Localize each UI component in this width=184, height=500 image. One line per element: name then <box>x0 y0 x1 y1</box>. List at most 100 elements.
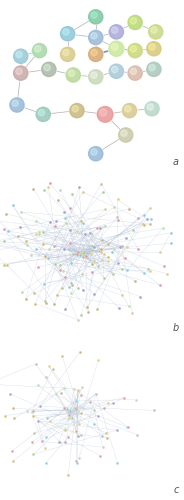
Point <box>47 182 50 190</box>
Point <box>25 406 28 414</box>
Point <box>96 262 99 270</box>
Point <box>61 352 63 360</box>
Circle shape <box>121 130 127 136</box>
Point <box>141 220 144 228</box>
Circle shape <box>130 46 137 52</box>
Point <box>99 248 102 256</box>
Circle shape <box>16 52 22 58</box>
Circle shape <box>88 10 103 24</box>
Point <box>21 288 24 296</box>
Point <box>46 254 49 262</box>
Point <box>110 248 113 256</box>
Point <box>30 408 33 416</box>
Point <box>53 300 56 308</box>
Point <box>70 260 73 268</box>
Point <box>80 392 83 400</box>
Point <box>91 260 93 268</box>
Circle shape <box>128 66 142 80</box>
Circle shape <box>109 24 124 40</box>
Point <box>74 404 77 412</box>
Circle shape <box>97 106 113 122</box>
Point <box>82 253 84 261</box>
Circle shape <box>70 103 84 118</box>
Point <box>34 360 37 368</box>
Point <box>54 390 57 398</box>
Point <box>102 404 105 412</box>
Point <box>35 246 38 254</box>
Circle shape <box>146 62 161 77</box>
Point <box>104 428 107 436</box>
Point <box>78 183 81 191</box>
Point <box>149 214 152 222</box>
Point <box>63 426 66 434</box>
Point <box>34 300 37 308</box>
Point <box>80 311 83 319</box>
Point <box>77 387 79 395</box>
Circle shape <box>125 106 131 112</box>
Point <box>88 398 91 406</box>
Circle shape <box>35 46 41 52</box>
Point <box>90 246 93 254</box>
Point <box>38 230 41 238</box>
Point <box>45 414 48 422</box>
Point <box>25 241 28 249</box>
Point <box>69 407 72 415</box>
Point <box>106 258 109 266</box>
Point <box>24 238 27 246</box>
Point <box>139 292 142 300</box>
Point <box>84 252 87 260</box>
Point <box>122 394 125 402</box>
Point <box>126 422 129 430</box>
Circle shape <box>66 68 81 82</box>
Point <box>153 406 156 414</box>
Point <box>94 390 97 398</box>
Point <box>75 457 78 465</box>
Point <box>106 240 109 248</box>
Point <box>68 414 70 422</box>
Point <box>132 226 135 234</box>
Point <box>115 426 118 434</box>
Point <box>44 252 47 260</box>
Point <box>77 420 80 428</box>
Circle shape <box>144 102 160 116</box>
Point <box>13 414 16 422</box>
Point <box>74 405 77 413</box>
Point <box>101 443 104 451</box>
Circle shape <box>42 62 56 76</box>
Point <box>93 243 96 251</box>
Point <box>62 244 65 252</box>
Circle shape <box>147 42 161 56</box>
Circle shape <box>149 64 155 71</box>
Point <box>112 204 115 212</box>
Circle shape <box>91 12 97 18</box>
Point <box>77 432 80 440</box>
Circle shape <box>128 16 142 30</box>
Point <box>44 444 47 452</box>
Point <box>31 438 34 446</box>
Point <box>49 418 52 426</box>
Point <box>81 286 84 294</box>
Point <box>107 399 110 407</box>
Point <box>148 220 151 228</box>
Circle shape <box>36 107 51 122</box>
Point <box>79 430 82 438</box>
Point <box>100 256 103 264</box>
Point <box>29 251 32 259</box>
Point <box>102 250 105 258</box>
Circle shape <box>149 24 163 39</box>
Circle shape <box>128 15 143 30</box>
Point <box>116 458 119 466</box>
Point <box>78 248 81 256</box>
Point <box>71 414 74 422</box>
Point <box>121 291 123 299</box>
Point <box>55 291 58 299</box>
Circle shape <box>109 24 123 39</box>
Point <box>41 240 44 248</box>
Circle shape <box>122 104 137 118</box>
Point <box>45 458 48 466</box>
Point <box>70 190 73 198</box>
Point <box>75 250 78 258</box>
Point <box>11 202 14 209</box>
Circle shape <box>149 44 155 50</box>
Point <box>100 180 103 188</box>
